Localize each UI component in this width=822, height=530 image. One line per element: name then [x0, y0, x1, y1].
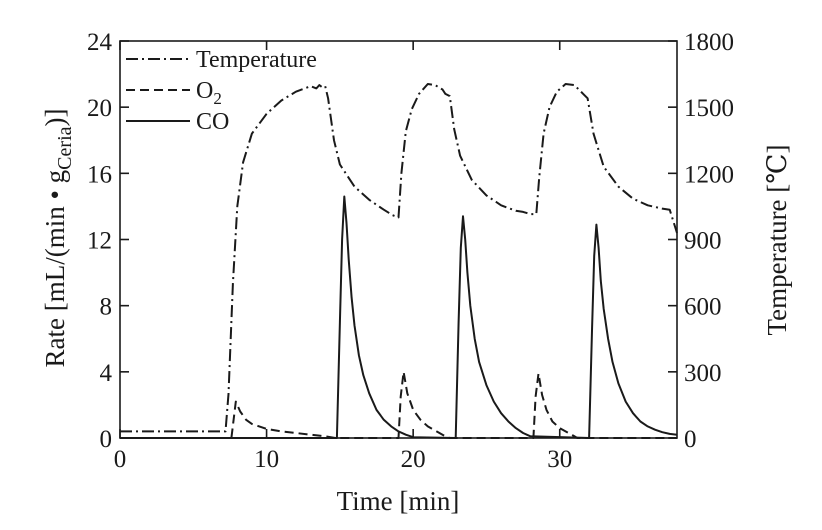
y-tick-label-left: 24 — [87, 29, 113, 56]
y-axis-title-subscript: Ceria — [54, 126, 76, 169]
series-line-co — [120, 195, 678, 439]
legend: Temperature O2 CO — [126, 47, 317, 135]
y-tick-label-right: 1200 — [684, 161, 734, 188]
y-tick-label-right: 1500 — [684, 95, 734, 122]
x-tick-label: 20 — [401, 446, 426, 473]
plot-frame — [119, 40, 678, 439]
y-tick-label-right: 0 — [684, 426, 697, 453]
legend-label-co: CO — [196, 109, 229, 135]
y-tick-label-left: 20 — [87, 95, 112, 122]
y-tick-label-left: 0 — [100, 426, 113, 453]
series-line-o2 — [120, 370, 677, 439]
y-axis-title-right: Temperature [℃] — [762, 145, 792, 336]
y-tick-label-left: 12 — [87, 228, 112, 255]
y-tick-label-right: 300 — [684, 360, 722, 387]
y-axis-title-prefix: Rate [mL/(min • g — [40, 170, 70, 368]
y-axis-title-left: Rate [mL/(min • gCeria)] — [40, 109, 76, 368]
y-tick-label-left: 8 — [100, 294, 113, 321]
y-tick-label-left: 16 — [87, 161, 112, 188]
y-tick-label-right: 600 — [684, 294, 722, 321]
legend-label-o2: O2 — [196, 78, 222, 108]
y-axis-title-suffix: )] — [40, 109, 70, 127]
legend-label-o2-main: O — [196, 78, 213, 104]
y-tick-label-left: 4 — [100, 360, 113, 387]
series-layer — [120, 83, 678, 439]
x-tick-label: 10 — [254, 446, 279, 473]
y-tick-label-right: 900 — [684, 228, 722, 255]
x-tick-label: 30 — [547, 446, 572, 473]
x-axis-title: Time [min] — [337, 486, 460, 516]
x-tick-label: 0 — [114, 446, 127, 473]
y-tick-label-right: 1800 — [684, 29, 734, 56]
legend-label-o2-subscript: 2 — [213, 89, 222, 108]
legend-label-temperature: Temperature — [196, 47, 317, 73]
